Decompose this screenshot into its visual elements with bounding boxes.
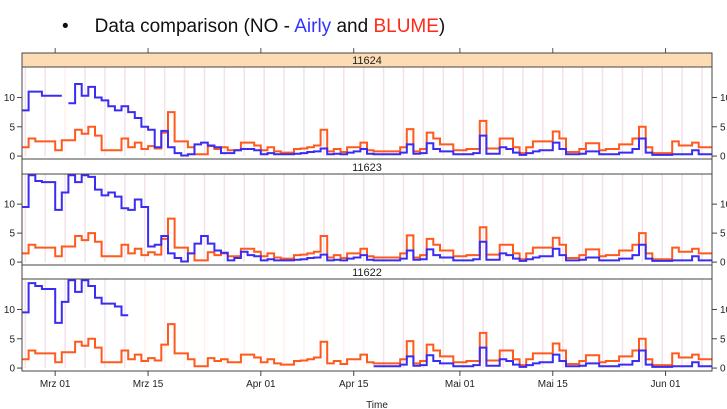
panel-strip-label: 11623 <box>352 162 382 174</box>
panel-11623: 11623 0 0 5 5 10 10 <box>4 158 727 269</box>
title-airly: Airly <box>294 16 332 37</box>
y-tick-label-left: 10 <box>4 305 16 316</box>
panel-frame <box>21 278 713 372</box>
series-airly-11623 <box>22 174 712 263</box>
panel-strip-label: 11622 <box>352 267 382 279</box>
y-tick-label-left: 0 <box>9 258 15 269</box>
y-tick-label-right: 5 <box>720 122 726 133</box>
y-tick-label-right: 10 <box>720 93 727 104</box>
x-tick-label: Jun 01 <box>651 379 681 390</box>
x-tick-label: Mrz 01 <box>40 379 71 390</box>
x-tick-label: Mai 15 <box>538 379 568 390</box>
panel-11622: 11622 0 0 5 5 10 10 <box>4 264 727 375</box>
y-tick-label-right: 5 <box>720 334 726 345</box>
bullet: • <box>62 16 69 37</box>
y-tick-label-left: 5 <box>9 229 15 240</box>
y-tick-label-left: 10 <box>4 200 16 211</box>
y-tick-label-right: 10 <box>720 200 727 211</box>
x-tick-label: Mai 01 <box>445 379 475 390</box>
y-tick-label-left: 0 <box>9 152 15 163</box>
panel-11624: 11624 0 0 5 5 10 10 <box>4 52 727 163</box>
series-airly-11624 <box>22 83 712 157</box>
y-tick-label-right: 0 <box>720 364 726 375</box>
y-tick-label-right: 10 <box>720 305 727 316</box>
y-tick-label-right: 0 <box>720 258 726 269</box>
x-tick-label: Mrz 15 <box>133 379 164 390</box>
y-tick-label-left: 5 <box>9 122 15 133</box>
y-tick-label-left: 10 <box>4 93 16 104</box>
title-prefix: Data comparison (NO - <box>94 16 295 37</box>
y-tick-label-left: 5 <box>9 334 15 345</box>
panel-strip-label: 11624 <box>352 55 382 67</box>
series-blume-11622 <box>22 323 712 368</box>
y-tick-label-left: 0 <box>9 364 15 375</box>
title-blume: BLUME <box>373 16 439 37</box>
series-blume-11624 <box>22 111 712 156</box>
series-blume-11623 <box>22 217 712 262</box>
series-airly-11622 <box>22 279 712 368</box>
title-and: and <box>331 16 374 37</box>
x-tick-label: Apr 15 <box>339 379 369 390</box>
y-tick-label-right: 0 <box>720 152 726 163</box>
slide-title: • Data comparison (NO - Airly and BLUME) <box>62 16 445 38</box>
x-tick-label: Apr 01 <box>246 379 276 390</box>
hourly-background <box>24 279 703 369</box>
title-suffix: ) <box>438 16 446 37</box>
y-tick-label-right: 5 <box>720 229 726 240</box>
x-axis-label: Time <box>366 400 388 409</box>
